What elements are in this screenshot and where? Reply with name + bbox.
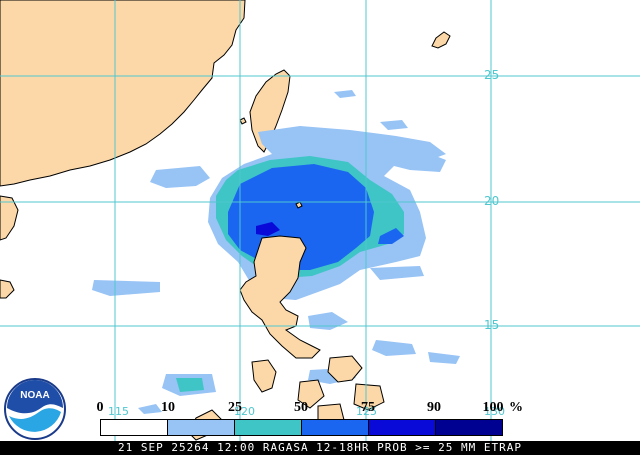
prob-band-75 [256, 222, 280, 236]
land-china [0, 0, 246, 187]
prob-band-10-a [372, 146, 446, 172]
prob-band-10-d [380, 120, 408, 130]
lat-label-20: 20 [484, 194, 500, 208]
land-batanes [295, 201, 303, 209]
prob-band-50-a [378, 228, 404, 244]
lon-label-125: 125 [356, 405, 377, 418]
prob-band-10-j [138, 404, 162, 414]
prob-band-10-b [150, 166, 210, 188]
lat-label-25: 25 [484, 68, 500, 82]
prob-band-10-e [92, 280, 160, 296]
land-mindoro [251, 359, 277, 393]
legend-tick-25: 25 [228, 400, 242, 415]
lat-lon-grid [0, 0, 640, 441]
land-panay [297, 379, 325, 409]
noaa-logo-icon: NOAA [4, 378, 66, 440]
land-taiwan [249, 69, 291, 153]
land-leyte [353, 383, 385, 411]
probability-legend: 0 10 25 50 75 90 100 % [96, 400, 540, 440]
land-penghu [239, 117, 247, 125]
legend-tick-90: 90 [427, 400, 441, 415]
prob-band-10-i [428, 352, 460, 364]
lat-label-15: 15 [484, 318, 500, 332]
legend-swatch-0-10 [100, 419, 168, 436]
logo-text: NOAA [20, 390, 49, 401]
prob-band-10-c [334, 90, 356, 98]
legend-tick-10: 10 [161, 400, 175, 415]
prob-band-10-h [372, 340, 416, 356]
lon-label-130: 130 [484, 405, 505, 418]
land-luzon [239, 235, 321, 359]
legend-swatch-25-50 [234, 419, 302, 436]
legend-unit: % [509, 400, 523, 415]
legend-swatch-10-25 [167, 419, 235, 436]
legend-tick-0: 0 [96, 400, 104, 415]
legend-tick-75: 75 [361, 400, 375, 415]
legend-swatch-75-90 [368, 419, 436, 436]
land-ryukyu [431, 31, 451, 49]
logo-upper [7, 380, 63, 414]
legend-tick-100: 100 [482, 400, 504, 415]
legend-tick-50: 50 [294, 400, 308, 415]
prob-band-10-l [370, 266, 424, 280]
legend-swatch-50-75 [301, 419, 369, 436]
legend-swatch-90-100 [435, 419, 503, 436]
land-samar [327, 355, 363, 383]
land-hainan [0, 195, 19, 241]
caption-bar: 21 SEP 25264 12:00 RAGASA 12-18HR PROB >… [0, 441, 640, 455]
lon-label-115: 115 [108, 405, 129, 418]
prob-band-25-a [176, 378, 204, 392]
lon-label-120: 120 [234, 405, 255, 418]
land-vietnam-edge [0, 279, 15, 299]
logo-wave [9, 408, 61, 432]
